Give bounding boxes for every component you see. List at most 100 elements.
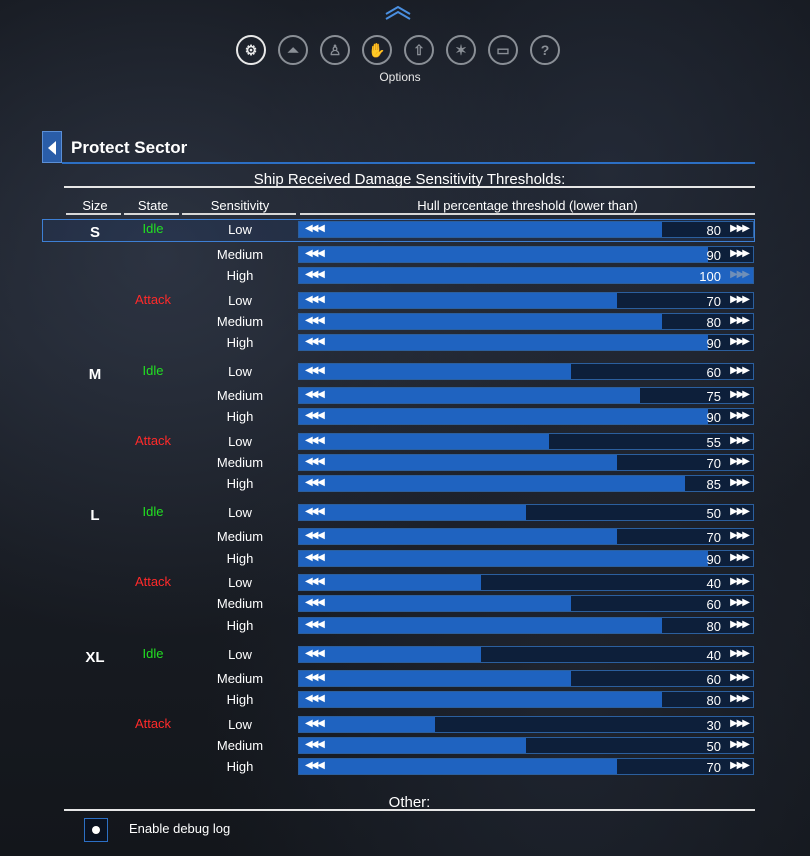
decrease-arrows-icon[interactable]: ◀◀ ◀	[305, 552, 325, 563]
decrease-arrows-icon[interactable]: ◀◀ ◀	[305, 619, 325, 630]
decrease-arrows-icon[interactable]: ◀◀ ◀	[305, 672, 325, 683]
slider-fill	[299, 575, 481, 590]
threshold-value: 85	[706, 477, 721, 492]
stars-icon[interactable]: ✶	[446, 35, 476, 65]
increase-arrows-icon[interactable]: ▶ ▶▶	[730, 597, 750, 608]
decrease-arrows-icon[interactable]: ◀◀ ◀	[305, 530, 325, 541]
hull-threshold-slider[interactable]: ◀◀ ◀ 60 ▶ ▶▶	[298, 595, 754, 612]
increase-arrows-icon[interactable]: ▶ ▶▶	[730, 530, 750, 541]
decrease-arrows-icon[interactable]: ◀◀ ◀	[305, 365, 325, 376]
increase-arrows-icon[interactable]: ▶ ▶▶	[730, 693, 750, 704]
sensitivity-label: Low	[228, 434, 252, 449]
panel-header: Protect Sector	[42, 131, 755, 165]
increase-arrows-icon[interactable]: ▶ ▶▶	[730, 456, 750, 467]
back-button[interactable]	[42, 131, 62, 163]
increase-arrows-icon[interactable]: ▶ ▶▶	[730, 760, 750, 771]
slider-fill	[299, 388, 640, 403]
increase-arrows-icon[interactable]: ▶ ▶▶	[730, 672, 750, 683]
hull-threshold-slider[interactable]: ◀◀ ◀ 70 ▶ ▶▶	[298, 454, 754, 471]
increase-arrows-icon[interactable]: ▶ ▶▶	[730, 294, 750, 305]
decrease-arrows-icon[interactable]: ◀◀ ◀	[305, 435, 325, 446]
decrease-arrows-icon[interactable]: ◀◀ ◀	[305, 294, 325, 305]
decrease-arrows-icon[interactable]: ◀◀ ◀	[305, 506, 325, 517]
settings-gear-icon[interactable]: ⚙	[236, 35, 266, 65]
decrease-arrows-icon[interactable]: ◀◀ ◀	[305, 477, 325, 488]
threshold-value: 60	[706, 672, 721, 687]
sensitivity-label: High	[226, 692, 254, 707]
increase-arrows-icon[interactable]: ▶ ▶▶	[730, 223, 750, 234]
size-label: M	[88, 366, 102, 383]
section-title: Ship Received Damage Sensitivity Thresho…	[253, 171, 566, 188]
slider-fill	[299, 738, 526, 753]
increase-arrows-icon[interactable]: ▶ ▶▶	[730, 248, 750, 259]
decrease-arrows-icon[interactable]: ◀◀ ◀	[305, 597, 325, 608]
increase-arrows-icon[interactable]: ▶ ▶▶	[730, 389, 750, 400]
increase-arrows-icon[interactable]: ▶ ▶▶	[730, 718, 750, 729]
hull-threshold-slider[interactable]: ◀◀ ◀ 50 ▶ ▶▶	[298, 737, 754, 754]
increase-arrows-icon[interactable]: ▶ ▶▶	[730, 365, 750, 376]
rocket-icon[interactable]: ⇧	[404, 35, 434, 65]
hull-threshold-slider[interactable]: ◀◀ ◀ 90 ▶ ▶▶	[298, 334, 754, 351]
hull-threshold-slider[interactable]: ◀◀ ◀ 70 ▶ ▶▶	[298, 292, 754, 309]
hull-threshold-slider[interactable]: ◀◀ ◀ 80 ▶ ▶▶	[298, 313, 754, 330]
increase-arrows-icon[interactable]: ▶ ▶▶	[730, 269, 750, 280]
increase-arrows-icon[interactable]: ▶ ▶▶	[730, 506, 750, 517]
decrease-arrows-icon[interactable]: ◀◀ ◀	[305, 315, 325, 326]
hull-threshold-slider[interactable]: ◀◀ ◀ 80 ▶ ▶▶	[298, 691, 754, 708]
hull-threshold-slider[interactable]: ◀◀ ◀ 70 ▶ ▶▶	[298, 528, 754, 545]
hull-threshold-slider[interactable]: ◀◀ ◀ 90 ▶ ▶▶	[298, 246, 754, 263]
increase-arrows-icon[interactable]: ▶ ▶▶	[730, 739, 750, 750]
increase-arrows-icon[interactable]: ▶ ▶▶	[730, 552, 750, 563]
increase-arrows-icon[interactable]: ▶ ▶▶	[730, 477, 750, 488]
decrease-arrows-icon[interactable]: ◀◀ ◀	[305, 410, 325, 421]
book-icon[interactable]: ▭	[488, 35, 518, 65]
flask-icon[interactable]: ⏶	[278, 35, 308, 65]
hull-threshold-slider[interactable]: ◀◀ ◀ 85 ▶ ▶▶	[298, 475, 754, 492]
hull-threshold-slider[interactable]: ◀◀ ◀ 30 ▶ ▶▶	[298, 716, 754, 733]
hull-threshold-slider[interactable]: ◀◀ ◀ 100 ▶ ▶▶	[298, 267, 754, 284]
increase-arrows-icon[interactable]: ▶ ▶▶	[730, 619, 750, 630]
decrease-arrows-icon[interactable]: ◀◀ ◀	[305, 576, 325, 587]
hull-threshold-slider[interactable]: ◀◀ ◀ 90 ▶ ▶▶	[298, 408, 754, 425]
increase-arrows-icon[interactable]: ▶ ▶▶	[730, 435, 750, 446]
slider-fill	[299, 364, 572, 379]
hull-threshold-slider[interactable]: ◀◀ ◀ 90 ▶ ▶▶	[298, 550, 754, 567]
decrease-arrows-icon[interactable]: ◀◀ ◀	[305, 336, 325, 347]
hull-threshold-slider[interactable]: ◀◀ ◀ 80 ▶ ▶▶	[298, 617, 754, 634]
decrease-arrows-icon[interactable]: ◀◀ ◀	[305, 648, 325, 659]
decrease-arrows-icon[interactable]: ◀◀ ◀	[305, 760, 325, 771]
decrease-arrows-icon[interactable]: ◀◀ ◀	[305, 739, 325, 750]
decrease-arrows-icon[interactable]: ◀◀ ◀	[305, 693, 325, 704]
decrease-arrows-icon[interactable]: ◀◀ ◀	[305, 389, 325, 400]
sensitivity-label: Low	[228, 575, 252, 590]
hull-threshold-slider[interactable]: ◀◀ ◀ 40 ▶ ▶▶	[298, 646, 754, 663]
person-icon[interactable]: ♙	[320, 35, 350, 65]
hull-threshold-slider[interactable]: ◀◀ ◀ 70 ▶ ▶▶	[298, 758, 754, 775]
handshake-icon[interactable]: ✋	[362, 35, 392, 65]
debug-log-checkbox[interactable]	[84, 818, 108, 842]
panel-divider	[62, 162, 755, 164]
sensitivity-label: Medium	[216, 247, 264, 262]
decrease-arrows-icon[interactable]: ◀◀ ◀	[305, 223, 325, 234]
threshold-value: 80	[706, 223, 721, 238]
help-icon[interactable]: ?	[530, 35, 560, 65]
increase-arrows-icon[interactable]: ▶ ▶▶	[730, 648, 750, 659]
decrease-arrows-icon[interactable]: ◀◀ ◀	[305, 718, 325, 729]
increase-arrows-icon[interactable]: ▶ ▶▶	[730, 315, 750, 326]
decrease-arrows-icon[interactable]: ◀◀ ◀	[305, 248, 325, 259]
increase-arrows-icon[interactable]: ▶ ▶▶	[730, 336, 750, 347]
hull-threshold-slider[interactable]: ◀◀ ◀ 60 ▶ ▶▶	[298, 670, 754, 687]
increase-arrows-icon[interactable]: ▶ ▶▶	[730, 576, 750, 587]
hull-threshold-slider[interactable]: ◀◀ ◀ 80 ▶ ▶▶	[298, 221, 754, 238]
hull-threshold-slider[interactable]: ◀◀ ◀ 60 ▶ ▶▶	[298, 363, 754, 380]
hull-threshold-slider[interactable]: ◀◀ ◀ 40 ▶ ▶▶	[298, 574, 754, 591]
debug-log-label: Enable debug log	[129, 821, 231, 836]
decrease-arrows-icon[interactable]: ◀◀ ◀	[305, 269, 325, 280]
hull-threshold-slider[interactable]: ◀◀ ◀ 75 ▶ ▶▶	[298, 387, 754, 404]
slider-fill	[299, 529, 617, 544]
hull-threshold-slider[interactable]: ◀◀ ◀ 55 ▶ ▶▶	[298, 433, 754, 450]
decrease-arrows-icon[interactable]: ◀◀ ◀	[305, 456, 325, 467]
hull-threshold-slider[interactable]: ◀◀ ◀ 50 ▶ ▶▶	[298, 504, 754, 521]
increase-arrows-icon[interactable]: ▶ ▶▶	[730, 410, 750, 421]
slider-fill	[299, 717, 436, 732]
